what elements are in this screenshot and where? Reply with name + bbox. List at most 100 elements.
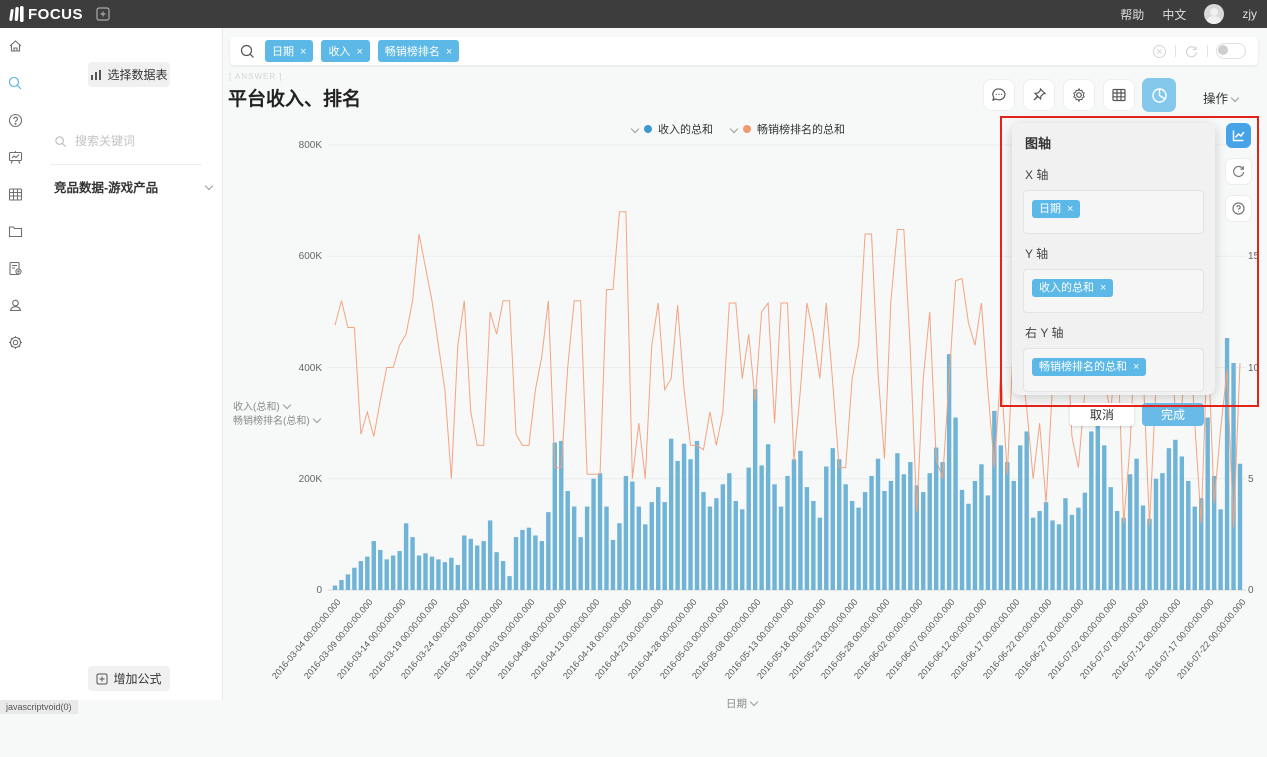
sidebar-item-settings[interactable] (0, 324, 30, 361)
x-axis-title[interactable]: 日期 (726, 696, 759, 711)
question-icon (8, 113, 22, 128)
focus-logo-icon (8, 5, 26, 23)
line-chart-button[interactable] (1226, 123, 1251, 148)
y-axis-tick: 600K (298, 251, 322, 263)
comment-button[interactable] (984, 80, 1014, 110)
report-icon (8, 261, 22, 276)
x-axis-field[interactable]: 日期 (1023, 190, 1204, 234)
sidebar-item-report[interactable] (0, 250, 30, 287)
brand-name: FOCUS (28, 5, 83, 23)
legend-dot (644, 125, 652, 133)
legend-item-revenue[interactable]: 收入的总和 (628, 121, 713, 137)
y-axis-field[interactable]: 收入的总和 (1023, 269, 1204, 313)
search-icon (55, 135, 67, 147)
chart-legend: 收入的总和 畅销榜排名的总和 (628, 121, 845, 137)
dataset-row[interactable]: 竞品数据-游戏产品 (54, 177, 214, 195)
refresh-icon (1233, 165, 1245, 178)
y-axis-tick: 400K (298, 362, 322, 374)
table-icon (1112, 88, 1126, 102)
legend-item-rank[interactable]: 畅销榜排名的总和 (727, 121, 845, 137)
query-search-bar[interactable]: 日期 收入 畅销榜排名 (230, 37, 1258, 65)
username[interactable]: zjy (1242, 7, 1257, 21)
legend-label: 畅销榜排名的总和 (757, 124, 845, 136)
clear-circle-icon[interactable] (1152, 44, 1167, 59)
x-axis-label: X 轴 (1025, 168, 1049, 182)
sidebar-item-folder[interactable] (0, 213, 30, 250)
query-tag-rank[interactable]: 畅销榜排名 (377, 40, 460, 62)
table-icon (8, 188, 22, 201)
help-link[interactable]: 帮助 (1120, 7, 1145, 22)
sidebar-item-help[interactable] (0, 102, 30, 139)
keyword-search[interactable] (54, 133, 204, 149)
dataset-name: 竞品数据-游戏产品 (54, 180, 159, 195)
answer-label: [ ANSWER ] (229, 72, 283, 81)
new-board-icon[interactable] (96, 7, 110, 21)
board-icon (8, 151, 22, 164)
help-button[interactable] (1226, 196, 1251, 221)
right-y-axis-label: 右 Y 轴 (1025, 326, 1064, 340)
cancel-button[interactable]: 取消 (1070, 403, 1134, 426)
gear-icon (8, 336, 22, 349)
pie-chart-icon (1151, 87, 1167, 103)
right-y-axis-tick: 10 (1248, 362, 1260, 374)
chevron-down-icon (729, 124, 739, 134)
chevron-down-icon (630, 124, 640, 134)
sidebar-item-user[interactable] (0, 287, 30, 324)
right-y-axis-tag[interactable]: 畅销榜排名的总和 (1032, 358, 1147, 376)
query-tag-date[interactable]: 日期 (265, 40, 314, 62)
legend-dot (743, 125, 751, 133)
settings-button[interactable] (1064, 80, 1094, 110)
y-axis-label: Y 轴 (1025, 247, 1049, 261)
avatar[interactable] (1204, 4, 1225, 24)
sidebar-item-home[interactable] (0, 28, 30, 65)
pin-button[interactable] (1024, 80, 1054, 110)
query-tag-revenue[interactable]: 收入 (321, 40, 370, 62)
x-axis-tag[interactable]: 日期 (1032, 200, 1081, 218)
right-y-axis-tick: 5 (1248, 473, 1254, 485)
dual-axis-chart: 800K 600K 400K 200K 0 15 10 5 0 2016-03-04 00:0… (0, 0, 1267, 713)
panel-title: 图轴 (1025, 136, 1052, 151)
gear-icon (1073, 87, 1085, 103)
divider (50, 164, 202, 165)
action-dropdown[interactable]: 操作 (1203, 88, 1240, 107)
top-bar: FOCUS 帮助 中文 zjy (0, 0, 1267, 28)
right-y-axis-tick: 15 (1248, 251, 1260, 263)
right-y-axis-field[interactable]: 畅销榜排名的总和 (1023, 348, 1204, 392)
status-text: javascriptvoid(0) (0, 700, 78, 714)
select-datatable-button[interactable]: 选择数据表 (88, 62, 170, 87)
sidebar-item-dashboard[interactable] (0, 139, 30, 176)
toggle-switch[interactable] (1216, 43, 1246, 59)
comment-icon (992, 88, 1006, 101)
search-icon (8, 76, 21, 90)
line-chart-icon (1232, 130, 1245, 142)
search-icon (240, 44, 254, 58)
sidebar-item-table[interactable] (0, 176, 30, 213)
reset-button[interactable] (1226, 159, 1251, 184)
left-axis-title[interactable]: 收入(总和) 畅销榜排名(总和) (233, 400, 321, 429)
table-view-button[interactable] (1104, 80, 1134, 110)
icon-sidebar (0, 28, 31, 700)
refresh-icon[interactable] (1184, 44, 1199, 59)
axis-config-panel: 图轴 X 轴 日期 Y 轴 收入的总和 右 Y 轴 畅销榜排名的总和 取消 完成 (1012, 123, 1215, 426)
data-panel: 选择数据表 竞品数据-游戏产品 增加公式 (30, 28, 223, 700)
chart-canvas[interactable] (0, 0, 1267, 713)
chevron-down-icon (1230, 93, 1240, 103)
legend-label: 收入的总和 (658, 124, 713, 136)
language-link[interactable]: 中文 (1162, 7, 1187, 22)
y-axis-tick: 200K (298, 473, 322, 485)
keyword-search-input[interactable] (73, 133, 197, 149)
done-button[interactable]: 完成 (1142, 403, 1204, 426)
sidebar-item-search[interactable] (0, 65, 30, 102)
user-icon (9, 299, 21, 312)
folder-icon (8, 226, 22, 238)
chart-view-button[interactable] (1142, 78, 1176, 112)
add-formula-button[interactable]: 增加公式 (88, 666, 170, 691)
pin-icon (1033, 87, 1047, 101)
y-axis-tag[interactable]: 收入的总和 (1032, 279, 1114, 297)
y-axis-tick: 800K (298, 140, 322, 151)
home-icon (9, 40, 21, 52)
question-icon (1232, 202, 1245, 215)
plus-square-icon (96, 673, 108, 684)
chevron-down-icon (204, 181, 214, 191)
y-axis-tick: 0 (316, 585, 322, 596)
